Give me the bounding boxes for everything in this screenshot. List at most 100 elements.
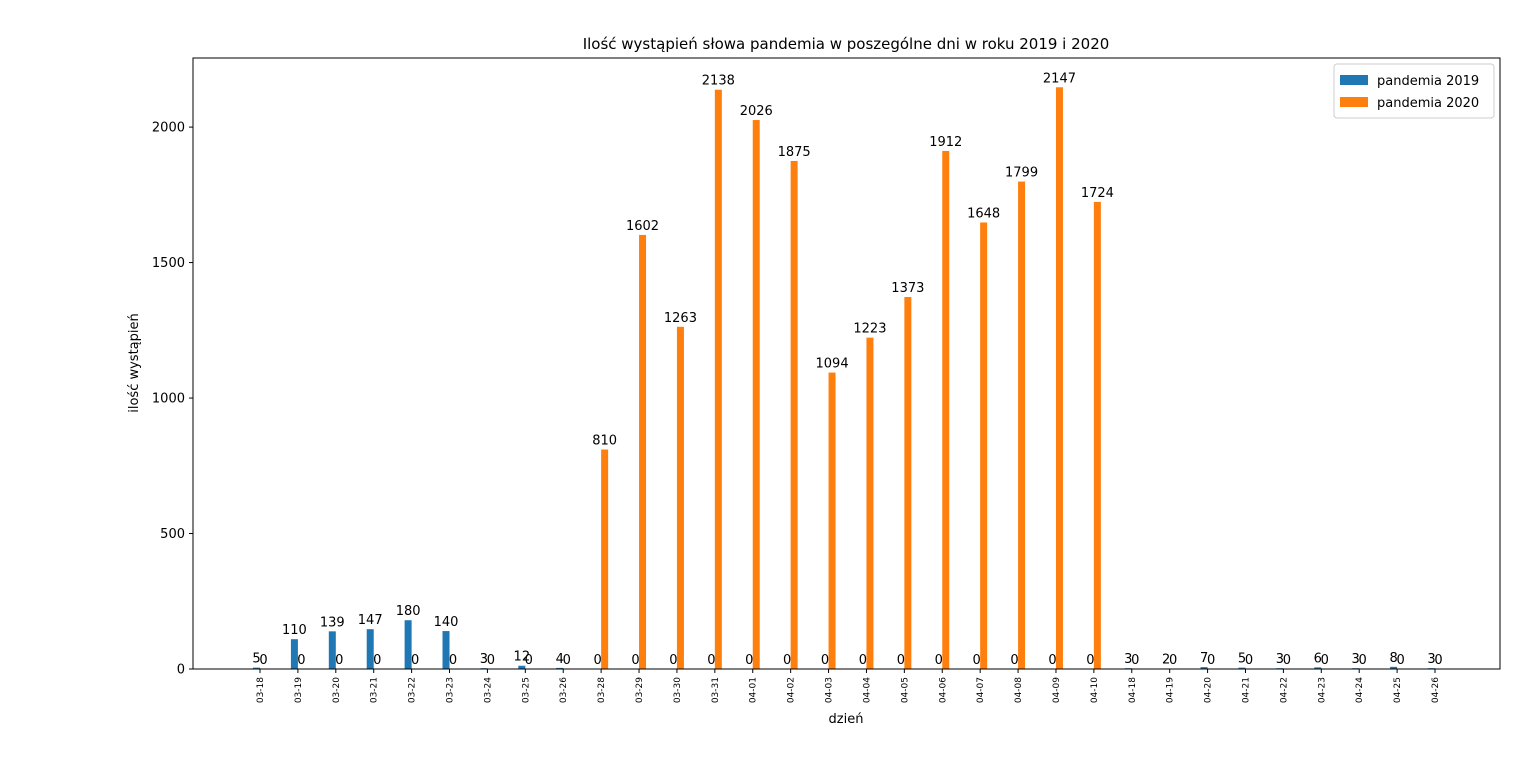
- legend-entry: pandemia 2020: [1377, 96, 1479, 111]
- x-tick-label: 04-01: [749, 677, 759, 703]
- bar: [904, 296, 912, 669]
- bar: [366, 629, 374, 669]
- bar: [404, 620, 412, 669]
- x-tick-label: 03-23: [446, 677, 456, 703]
- bar: [1093, 201, 1101, 669]
- bar: [253, 667, 260, 669]
- data-label: 180: [396, 604, 421, 619]
- y-tick-label: 1500: [152, 256, 185, 271]
- data-label: 0: [1207, 653, 1215, 668]
- data-label: 0: [449, 653, 457, 668]
- data-label: 810: [592, 434, 617, 449]
- data-label: 0: [859, 653, 867, 668]
- bar: [790, 160, 798, 669]
- data-label: 3: [1124, 652, 1132, 667]
- data-label: 5: [1238, 652, 1246, 667]
- data-label: 0: [411, 653, 419, 668]
- data-label: 0: [1086, 653, 1094, 668]
- x-tick-label: 03-18: [256, 677, 266, 703]
- data-label: 1875: [778, 145, 811, 160]
- x-tick-label: 04-22: [1279, 677, 1289, 703]
- data-label: 0: [821, 653, 829, 668]
- bar: [1055, 87, 1063, 670]
- y-tick-label: 500: [160, 527, 185, 542]
- data-label: 139: [320, 615, 345, 630]
- data-label: 147: [358, 613, 383, 628]
- x-tick-label: 04-09: [1052, 677, 1062, 703]
- legend-swatch: [1340, 97, 1368, 107]
- x-axis-label: dzień: [829, 712, 864, 727]
- data-label: 0: [1131, 653, 1139, 668]
- data-label: 0: [935, 653, 943, 668]
- x-tick-label: 03-25: [521, 677, 531, 703]
- data-label: 0: [1048, 653, 1056, 668]
- bar: [1314, 667, 1322, 669]
- data-label: 0: [1010, 653, 1018, 668]
- bar: [714, 89, 722, 670]
- data-label: 1223: [853, 322, 886, 337]
- bar: [601, 449, 609, 669]
- bar: [828, 372, 836, 669]
- data-label: 1094: [816, 357, 849, 372]
- bar: [1390, 666, 1398, 669]
- legend-box: [1333, 63, 1495, 119]
- x-tick-label: 03-24: [483, 677, 493, 703]
- x-tick-label: 04-25: [1393, 677, 1403, 703]
- data-label: 0: [1359, 653, 1367, 668]
- data-label: 0: [563, 653, 571, 668]
- data-label: 1799: [1005, 166, 1038, 181]
- data-label: 6: [1314, 651, 1322, 666]
- x-tick-label: 04-21: [1241, 677, 1251, 703]
- x-tick-label: 04-26: [1431, 677, 1441, 703]
- x-tick-label: 03-26: [559, 677, 569, 703]
- chart-title: Ilość wystąpień słowa pandemia w poszegó…: [583, 35, 1110, 53]
- data-label: 0: [669, 653, 677, 668]
- data-label: 0: [897, 653, 905, 668]
- data-label: 0: [259, 653, 267, 668]
- data-label: 2147: [1043, 71, 1076, 86]
- x-tick-label: 03-29: [635, 677, 645, 703]
- y-tick-label: 0: [177, 663, 185, 678]
- data-label: 3: [1427, 652, 1435, 667]
- data-label: 4: [556, 652, 564, 667]
- data-label: 0: [297, 653, 305, 668]
- bar: [442, 631, 450, 669]
- legend-swatch: [1340, 75, 1368, 85]
- x-tick-label: 03-22: [408, 677, 418, 703]
- data-label: 0: [1396, 653, 1404, 668]
- x-tick-label: 04-07: [976, 677, 986, 703]
- x-tick-label: 04-24: [1355, 677, 1365, 703]
- data-label: 12: [514, 650, 531, 665]
- data-label: 1373: [891, 281, 924, 296]
- y-axis-label: ilość wystąpień: [127, 313, 142, 413]
- x-tick-label: 04-23: [1317, 677, 1327, 703]
- data-label: 2138: [702, 74, 735, 89]
- data-label: 2026: [740, 104, 773, 119]
- legend-entry: pandemia 2019: [1377, 74, 1479, 89]
- data-label: 140: [434, 615, 459, 630]
- bar: [518, 665, 526, 669]
- data-label: 0: [631, 653, 639, 668]
- data-label: 3: [1276, 652, 1284, 667]
- x-tick-label: 04-05: [900, 677, 910, 703]
- data-label: 0: [593, 653, 601, 668]
- x-tick-label: 03-30: [673, 677, 683, 703]
- x-tick-label: 03-20: [332, 677, 342, 703]
- bar: [1200, 667, 1208, 669]
- data-label: 0: [525, 653, 533, 668]
- bar: [290, 639, 298, 669]
- data-label: 1602: [626, 219, 659, 234]
- data-label: 0: [1434, 653, 1442, 668]
- bar: [752, 120, 760, 669]
- data-label: 1648: [967, 206, 1000, 221]
- data-label: 7: [1200, 651, 1208, 666]
- data-label: 0: [745, 653, 753, 668]
- axes-frame: [192, 57, 1501, 670]
- x-tick-label: 04-04: [862, 677, 872, 703]
- bar: [980, 222, 988, 669]
- y-tick-label: 1000: [152, 392, 185, 407]
- data-label: 0: [1169, 653, 1177, 668]
- legend: pandemia 2019 pandemia 2020: [1333, 63, 1495, 119]
